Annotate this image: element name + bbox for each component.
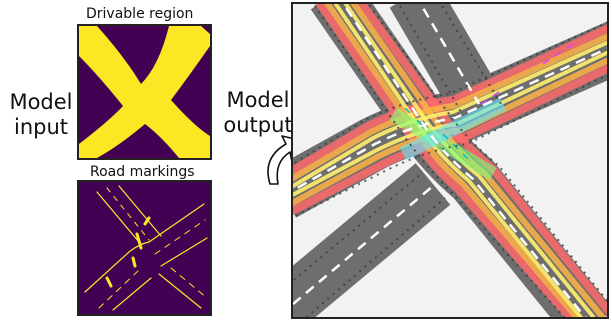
drivable-region-image [79,26,210,158]
model-output-image [293,4,607,317]
road-markings-panel [77,180,212,316]
road-markings-caption: Road markings [90,164,195,180]
model-input-label: Model input [9,90,73,139]
model-output-panel [291,2,609,319]
drivable-region-caption: Drivable region [86,6,194,22]
road-markings-image [79,182,210,314]
model-output-label: Model output [223,88,293,137]
drivable-region-panel [77,24,212,160]
